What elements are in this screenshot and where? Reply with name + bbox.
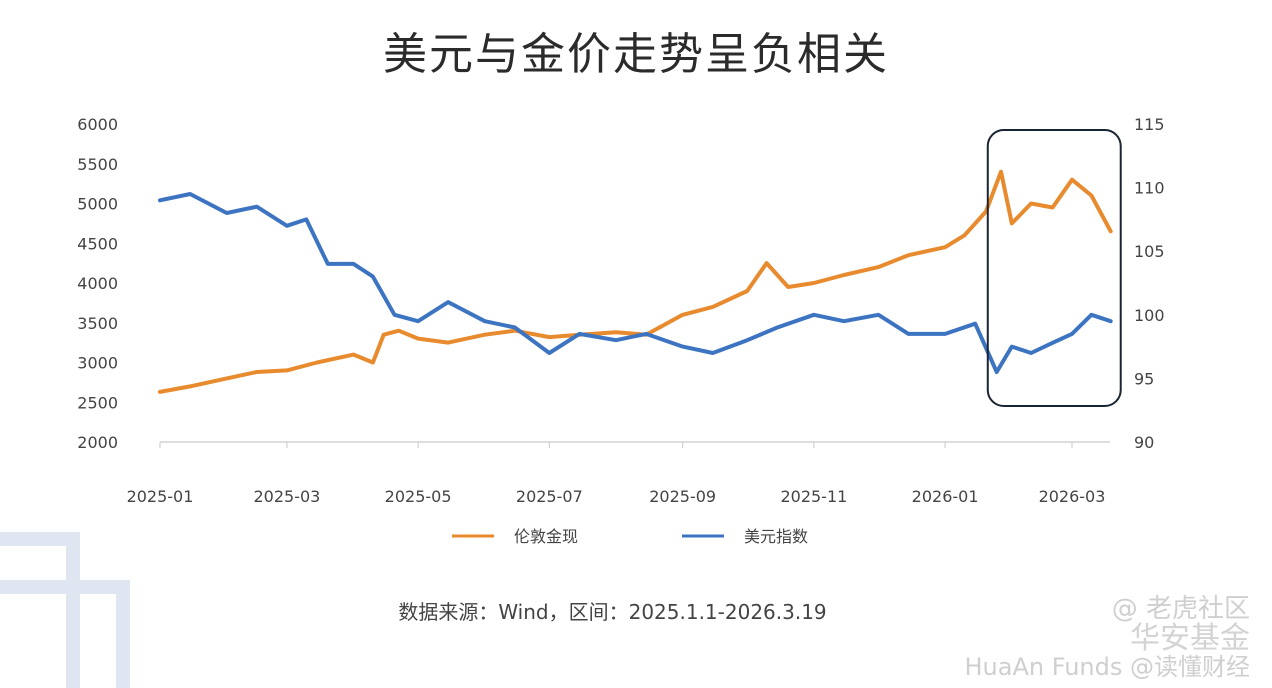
x-tick-label: 2025-07 bbox=[516, 487, 583, 506]
y-left-tick-label: 2000 bbox=[77, 433, 118, 452]
y-left-tick-label: 6000 bbox=[77, 115, 118, 134]
series-line-gold bbox=[158, 169, 1113, 394]
y-left-tick-label: 3000 bbox=[77, 354, 118, 373]
y-right-tick-label: 95 bbox=[1134, 369, 1154, 388]
x-tick-label: 2025-09 bbox=[649, 487, 716, 506]
y-right-tick-label: 105 bbox=[1134, 242, 1165, 261]
y-left-tick-label: 5000 bbox=[77, 195, 118, 214]
y-left-tick-label: 5500 bbox=[77, 155, 118, 174]
y-right-tick-label: 100 bbox=[1134, 306, 1165, 325]
chart-title: 美元与金价走势呈负相关 bbox=[383, 29, 889, 80]
watermark: @ 老虎社区 华安基金 HuaAn Funds @读懂财经 bbox=[964, 594, 1250, 681]
line-chart: 6000 5500 5000 4500 4000 3500 3000 2500 2000 115 1… bbox=[77, 115, 1165, 546]
y-left-tick-label: 2500 bbox=[77, 393, 118, 412]
y-left-tick-label: 3500 bbox=[77, 314, 118, 333]
legend-label-usd: 美元指数 bbox=[744, 527, 808, 546]
legend-label-gold: 伦敦金现 bbox=[514, 527, 578, 546]
y-left-tick-label: 4500 bbox=[77, 234, 118, 253]
y-right-tick-label: 90 bbox=[1134, 433, 1154, 452]
y-left-tick-label: 4000 bbox=[77, 274, 118, 293]
x-tick-label: 2025-11 bbox=[780, 487, 847, 506]
x-tick-label: 2026-01 bbox=[912, 487, 979, 506]
decorative-corner-shape bbox=[0, 532, 130, 688]
watermark-line-1: @ 老虎社区 bbox=[1111, 594, 1250, 624]
y-right-tick-label: 110 bbox=[1134, 179, 1165, 198]
highlight-box bbox=[986, 129, 1122, 407]
x-tick-label: 2026-03 bbox=[1039, 487, 1106, 506]
y-right-tick-label: 115 bbox=[1134, 115, 1165, 134]
data-source-note: 数据来源：Wind，区间：2025.1.1-2026.3.19 bbox=[398, 600, 827, 624]
series-line-usd bbox=[158, 192, 1113, 374]
x-tick-label: 2025-01 bbox=[127, 487, 194, 506]
x-tick-label: 2025-03 bbox=[253, 487, 320, 506]
x-tick-label: 2025-05 bbox=[385, 487, 452, 506]
watermark-line-3: HuaAn Funds @读懂财经 bbox=[964, 652, 1250, 681]
watermark-line-2: 华安基金 bbox=[1130, 621, 1250, 657]
